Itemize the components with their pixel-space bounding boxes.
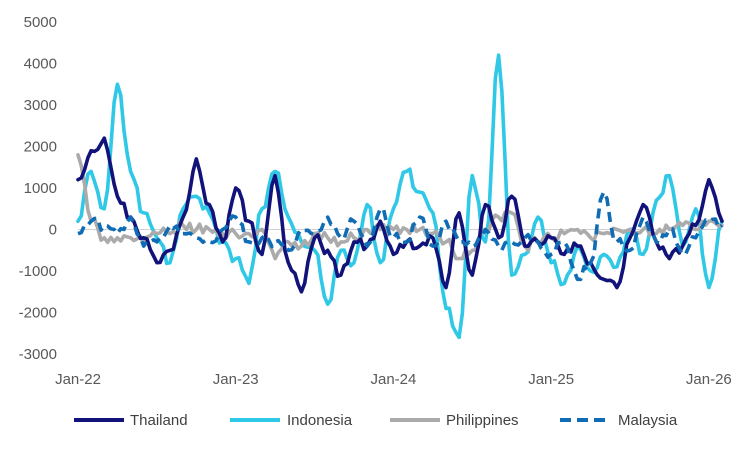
x-tick-label: Jan-26 — [686, 371, 732, 388]
x-axis: Jan-22 Jan-23 Jan-24 Jan-25 Jan-26 — [55, 371, 732, 388]
legend-label-philippines: Philippines — [446, 412, 519, 429]
y-tick-label: -2000 — [19, 305, 57, 322]
y-tick-label: -1000 — [19, 263, 57, 280]
y-tick-label: 3000 — [24, 97, 57, 114]
y-axis: 5000 4000 3000 2000 1000 0 -1000 -2000 -3000 — [19, 14, 57, 363]
y-tick-label: -3000 — [19, 346, 57, 363]
y-tick-label: 0 — [49, 222, 57, 239]
x-tick-label: Jan-24 — [370, 371, 416, 388]
y-tick-label: 4000 — [24, 56, 57, 73]
series-layer — [76, 53, 724, 340]
series-line-thailand — [76, 136, 724, 294]
series-line-malaysia — [77, 190, 724, 282]
x-tick-label: Jan-23 — [213, 371, 259, 388]
legend: Thailand Indonesia Philippines Malaysia — [74, 412, 678, 429]
y-tick-label: 2000 — [24, 139, 57, 156]
legend-label-indonesia: Indonesia — [287, 412, 353, 429]
x-tick-label: Jan-25 — [528, 371, 574, 388]
y-tick-label: 5000 — [24, 14, 57, 31]
legend-label-thailand: Thailand — [130, 412, 188, 429]
x-tick-label: Jan-22 — [55, 371, 101, 388]
legend-label-malaysia: Malaysia — [618, 412, 678, 429]
series-line-indonesia — [76, 53, 724, 340]
series-line-philippines — [76, 153, 724, 261]
y-tick-label: 1000 — [24, 180, 57, 197]
